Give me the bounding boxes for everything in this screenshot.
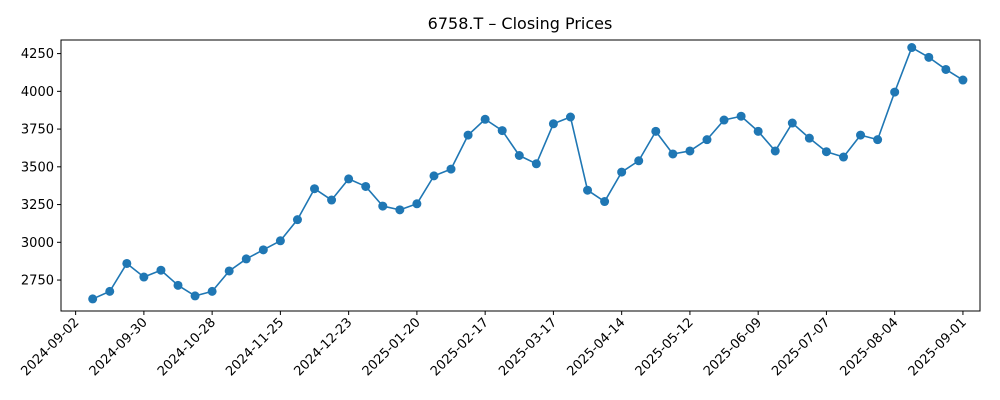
data-point xyxy=(668,149,678,159)
y-tick-label: 3500 xyxy=(21,160,54,175)
data-point xyxy=(787,118,797,128)
y-tick-label: 2750 xyxy=(21,274,54,289)
data-point xyxy=(531,159,541,169)
data-point xyxy=(361,181,371,191)
data-point xyxy=(753,126,763,136)
x-tick-label: 2025-07-07 xyxy=(769,315,833,379)
x-tick-label: 2025-02-17 xyxy=(428,315,492,379)
data-point xyxy=(105,286,115,296)
data-point xyxy=(821,147,831,157)
data-point xyxy=(514,150,524,160)
data-point xyxy=(907,43,917,53)
data-point xyxy=(651,126,661,136)
data-point xyxy=(958,75,968,85)
x-tick-label: 2025-06-09 xyxy=(701,315,765,379)
data-point xyxy=(600,197,610,207)
x-tick-label: 2024-09-02 xyxy=(18,315,82,379)
data-point xyxy=(497,126,507,136)
data-point xyxy=(378,201,388,211)
series-layer xyxy=(88,43,968,304)
data-point xyxy=(736,111,746,121)
data-point xyxy=(190,291,200,301)
data-point xyxy=(685,146,695,156)
y-tick-label: 3000 xyxy=(21,236,54,251)
data-point xyxy=(88,294,98,304)
data-point xyxy=(395,205,405,215)
y-tick-label: 3250 xyxy=(21,198,54,213)
data-point xyxy=(719,115,729,125)
x-tick-label: 2025-04-14 xyxy=(564,315,628,379)
data-point xyxy=(838,152,848,162)
data-point xyxy=(702,135,712,145)
data-point xyxy=(292,215,302,225)
data-point xyxy=(770,146,780,156)
data-point xyxy=(634,156,644,166)
data-point xyxy=(207,286,217,296)
data-point xyxy=(565,112,575,122)
data-point xyxy=(258,245,268,255)
x-tick-label: 2025-05-12 xyxy=(633,315,697,379)
x-tick-label: 2024-11-25 xyxy=(223,315,287,379)
data-point xyxy=(275,236,285,246)
data-point xyxy=(856,130,866,140)
data-point xyxy=(173,280,183,290)
data-point xyxy=(924,52,934,62)
data-point xyxy=(804,133,814,143)
y-tick-label: 3750 xyxy=(21,123,54,138)
y-tick-label: 4250 xyxy=(21,47,54,62)
data-point xyxy=(412,199,422,209)
x-tick-label: 2025-01-20 xyxy=(360,315,424,379)
data-point xyxy=(327,195,337,205)
x-tick-label: 2025-03-17 xyxy=(496,315,560,379)
y-tick-label: 4000 xyxy=(21,85,54,100)
x-tick-label: 2025-09-01 xyxy=(906,315,970,379)
data-point xyxy=(310,184,320,194)
data-point xyxy=(429,171,439,181)
data-point xyxy=(890,87,900,97)
data-point xyxy=(139,272,149,282)
data-point xyxy=(873,135,883,145)
data-point xyxy=(480,114,490,124)
data-point xyxy=(463,130,473,140)
x-tick-label: 2024-09-30 xyxy=(87,315,151,379)
x-tick-label: 2024-12-23 xyxy=(291,315,355,379)
series-line xyxy=(92,46,964,300)
data-point xyxy=(156,265,166,275)
x-tick-label: 2024-10-28 xyxy=(155,315,219,379)
data-point xyxy=(583,185,593,195)
data-point xyxy=(548,119,558,129)
chart-title: 6758.T – Closing Prices xyxy=(428,14,613,33)
plot-frame xyxy=(60,39,981,312)
data-point xyxy=(941,64,951,74)
data-point xyxy=(122,258,132,268)
data-point xyxy=(224,266,234,276)
data-point xyxy=(241,254,251,264)
data-point xyxy=(617,167,627,177)
data-point xyxy=(344,174,354,184)
data-point xyxy=(446,164,456,174)
x-tick-label: 2025-08-04 xyxy=(837,315,901,379)
